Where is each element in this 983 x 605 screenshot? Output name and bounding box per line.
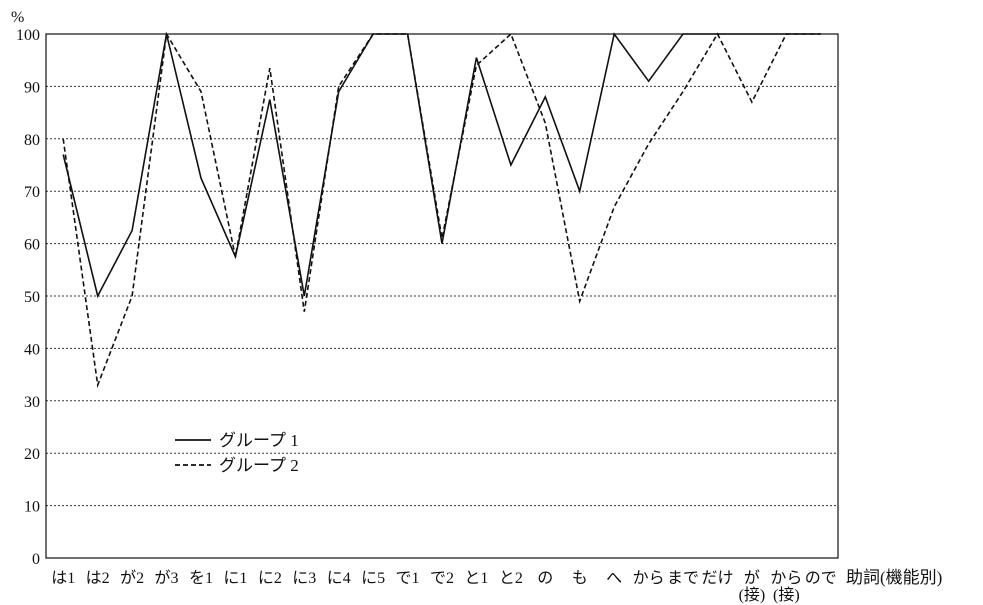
x-tick-label: の (537, 570, 553, 587)
x-tick-label: と2 (499, 570, 523, 587)
y-tick-label: 80 (24, 132, 40, 149)
x-tick-label: から (633, 570, 665, 587)
x-tick-label: が3 (155, 569, 179, 587)
y-tick-label: 60 (24, 237, 40, 254)
x-tick-label: へ (606, 570, 622, 587)
y-tick-label: 20 (24, 446, 40, 463)
x-tick-label: と1 (464, 570, 488, 587)
x-axis-title: 助詞(機能別) (846, 568, 942, 587)
x-tick-label: で2 (430, 570, 454, 587)
y-unit-label: % (11, 9, 24, 26)
plot-frame (45, 33, 839, 559)
x-tick-label: は1 (51, 570, 75, 587)
y-tick-label: 10 (24, 499, 40, 516)
x-tick-label: に4 (327, 570, 351, 587)
x-tick-label: が (744, 569, 760, 587)
y-tick-label: 100 (16, 27, 40, 44)
x-tick-label: が2 (120, 569, 144, 587)
y-tick-label: 90 (24, 79, 40, 96)
x-tick-label: で1 (396, 570, 420, 587)
x-tick-label: に2 (258, 570, 282, 587)
x-tick-label: から (770, 570, 802, 587)
x-tick-label: だけ (701, 570, 733, 587)
series-line-1 (62, 32, 821, 299)
x-tick-label: も (572, 569, 588, 587)
legend-label: グループ 1 (219, 431, 299, 450)
y-tick-label: 30 (24, 394, 40, 411)
x-tick-label: に5 (361, 570, 385, 587)
x-tick-label: (接) (739, 586, 766, 604)
x-tick-label: ので (805, 570, 837, 587)
x-tick-label: を1 (189, 569, 213, 587)
y-tick-label: 50 (24, 289, 40, 306)
x-tick-label: まで (667, 570, 699, 587)
x-tick-label: (接) (773, 586, 800, 604)
y-tick-label: 40 (24, 341, 40, 358)
x-tick-label: に1 (223, 570, 247, 587)
y-tick-label: 70 (24, 184, 40, 201)
legend-label: グループ 2 (219, 456, 299, 475)
series-line-2 (62, 31, 821, 389)
x-tick-label: は2 (86, 570, 110, 587)
y-tick-label: 0 (32, 551, 40, 568)
x-tick-label: に3 (292, 570, 316, 587)
